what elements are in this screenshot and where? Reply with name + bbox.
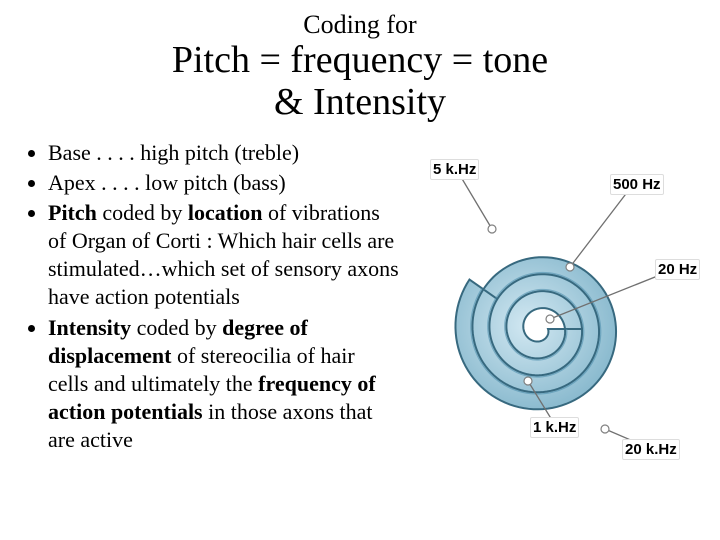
frequency-label: 1 k.Hz [530, 417, 579, 438]
list-item: Pitch coded by location of vibrations of… [48, 199, 400, 312]
frequency-label: 20 Hz [655, 259, 700, 280]
title-line3: & Intensity [20, 82, 700, 124]
title-line1: Coding for [20, 10, 700, 40]
cochlea-spiral [455, 257, 616, 409]
content-row: Base . . . . high pitch (treble)Apex . .… [20, 139, 700, 499]
cochlea-figure: 5 k.Hz 500 Hz 20 Hz 1 k.Hz 20 k.Hz [400, 139, 700, 499]
frequency-label: 20 k.Hz [622, 439, 680, 460]
frequency-label: 5 k.Hz [430, 159, 479, 180]
bullet-list: Base . . . . high pitch (treble)Apex . .… [20, 139, 400, 499]
frequency-marker [488, 225, 496, 233]
list-item: Intensity coded by degree of displacemen… [48, 314, 400, 455]
frequency-marker [601, 425, 609, 433]
frequency-label: 500 Hz [610, 174, 664, 195]
title-block: Coding for Pitch = frequency = tone & In… [20, 10, 700, 124]
frequency-marker [524, 377, 532, 385]
list-item: Base . . . . high pitch (treble) [48, 139, 400, 167]
frequency-marker [546, 315, 554, 323]
frequency-marker [566, 263, 574, 271]
title-line2: Pitch = frequency = tone [20, 40, 700, 82]
list-item: Apex . . . . low pitch (bass) [48, 169, 400, 197]
